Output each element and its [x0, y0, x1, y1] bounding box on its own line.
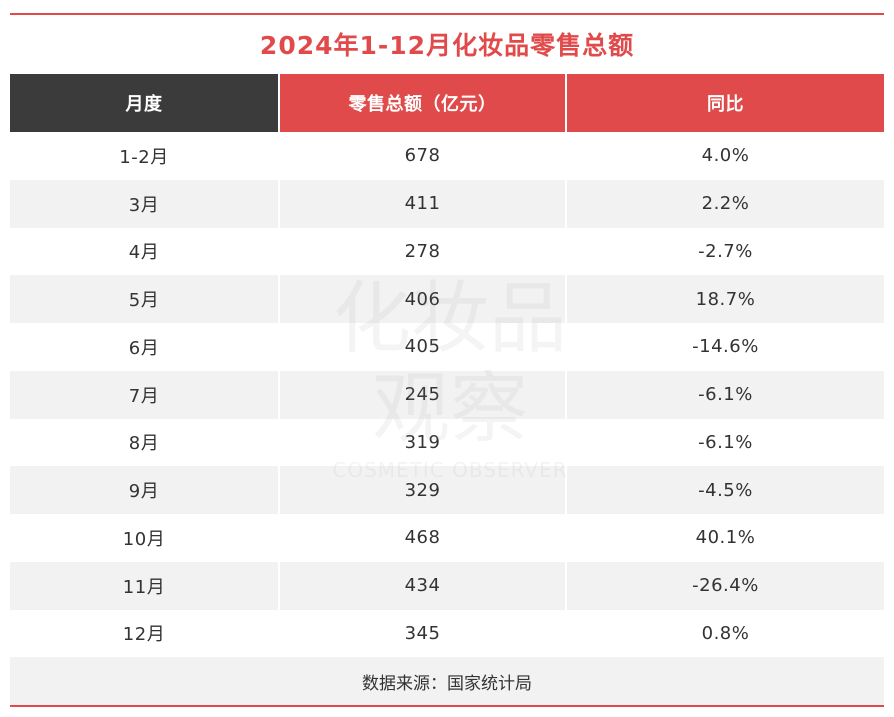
header-month: 月度: [10, 74, 278, 132]
data-table: 月度 零售总额（亿元） 同比 1-2月 678 4.0% 3月 411 2.2%…: [10, 74, 884, 706]
cell-month: 3月: [10, 179, 278, 228]
top-divider: [10, 13, 884, 15]
cell-yoy: -6.1%: [698, 431, 753, 453]
table-row: 11月 434 -26.4%: [10, 561, 884, 610]
cell-yoy: 2.2%: [567, 179, 884, 228]
header-retail-total: 零售总额（亿元）: [280, 74, 565, 132]
cell-yoy: 4.0%: [701, 145, 750, 167]
cell-yoy: 40.1%: [695, 527, 756, 549]
cell-value: 329: [280, 466, 565, 514]
cell-month: 11月: [10, 561, 278, 610]
cell-value: 245: [280, 370, 565, 419]
cell-month: 1-2月: [119, 146, 169, 168]
cell-month: 4月: [128, 242, 160, 264]
table-row: 7月 245 -6.1%: [10, 370, 884, 419]
cell-value: 278: [404, 240, 441, 262]
cell-yoy: -14.6%: [692, 336, 759, 358]
header-yoy: 同比: [567, 74, 884, 132]
table-row: 5月 406 18.7%: [10, 275, 884, 323]
cell-month: 9月: [10, 466, 278, 514]
cell-value: 319: [404, 431, 441, 453]
cell-month: 5月: [10, 275, 278, 323]
cell-yoy: 18.7%: [567, 275, 884, 323]
cell-yoy: -4.5%: [567, 466, 884, 514]
table-row: 6月 405 -14.6%: [10, 323, 884, 371]
cell-month: 10月: [122, 528, 166, 550]
table-header-row: 月度 零售总额（亿元） 同比: [10, 74, 884, 132]
cell-month: 6月: [128, 337, 160, 359]
cell-value: 405: [404, 336, 441, 358]
table-row: 9月 329 -4.5%: [10, 466, 884, 514]
cell-value: 468: [404, 527, 441, 549]
cell-value: 434: [280, 561, 565, 610]
table-row: 1-2月 678 4.0%: [10, 132, 884, 180]
cell-month: 8月: [128, 433, 160, 455]
cell-value: 406: [280, 275, 565, 323]
cell-value: 345: [404, 622, 441, 644]
table-row: 8月 319 -6.1%: [10, 419, 884, 467]
cell-yoy: -2.7%: [698, 240, 753, 262]
bottom-divider: [10, 705, 884, 707]
table-title: 2024年1-12月化妆品零售总额: [259, 31, 635, 60]
cell-value: 678: [404, 145, 441, 167]
cell-yoy: -6.1%: [567, 370, 884, 419]
cell-yoy: -26.4%: [567, 561, 884, 610]
table-row: 4月 278 -2.7%: [10, 228, 884, 276]
data-source-note: 数据来源：国家统计局: [10, 657, 884, 706]
cell-value: 411: [280, 179, 565, 228]
table-row: 10月 468 40.1%: [10, 514, 884, 562]
table-row: 3月 411 2.2%: [10, 179, 884, 228]
table-row: 12月 345 0.8%: [10, 610, 884, 658]
cell-month: 7月: [10, 370, 278, 419]
cell-yoy: 0.8%: [701, 622, 750, 644]
cell-month: 12月: [122, 624, 166, 646]
